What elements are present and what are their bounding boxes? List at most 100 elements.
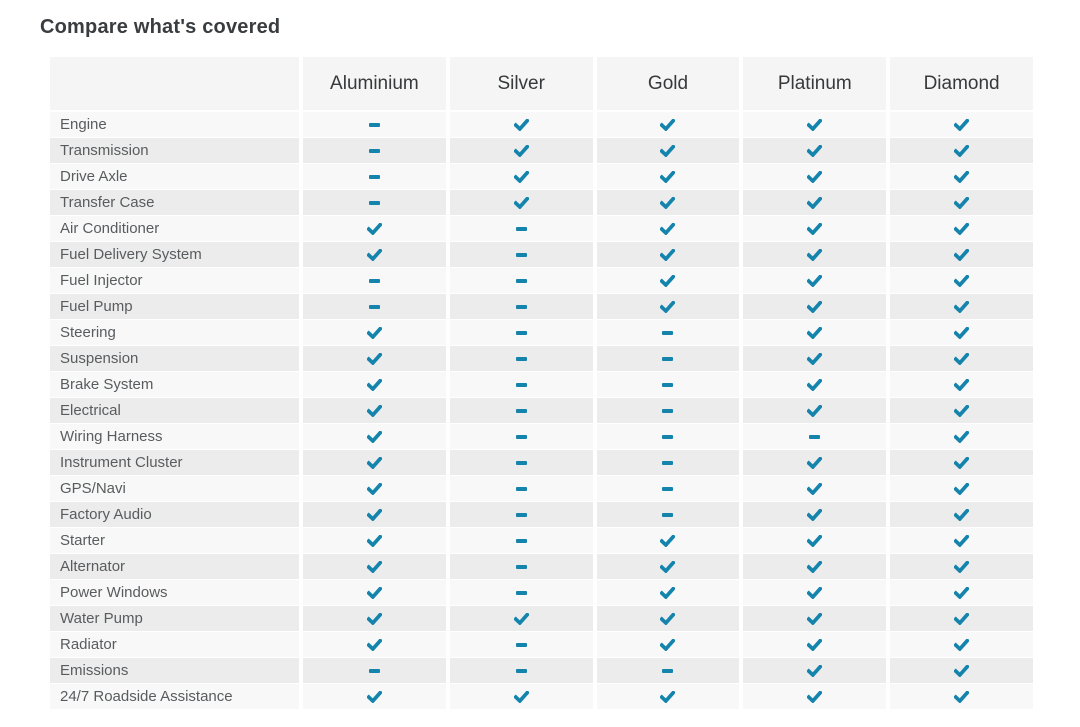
coverage-cell-aluminium <box>303 216 446 241</box>
dash-icon <box>368 200 380 205</box>
coverage-cell-diamond <box>890 476 1033 501</box>
check-icon <box>366 404 382 417</box>
coverage-cell-silver <box>449 190 593 215</box>
coverage-cell-platinum <box>743 580 887 605</box>
dash-icon <box>368 122 380 127</box>
coverage-cell-platinum <box>743 528 887 553</box>
check-icon <box>660 534 676 547</box>
feature-label: Air Conditioner <box>50 216 299 241</box>
feature-label: Alternator <box>50 554 299 579</box>
check-icon <box>660 612 676 625</box>
check-icon <box>366 638 382 651</box>
table-row: Power Windows <box>50 580 1033 605</box>
coverage-cell-silver <box>449 684 593 709</box>
coverage-cell-platinum <box>743 450 887 475</box>
coverage-cell-silver <box>449 242 593 267</box>
check-icon <box>954 404 970 417</box>
check-icon <box>807 170 823 183</box>
coverage-cell-silver <box>449 112 593 137</box>
coverage-cell-gold <box>596 216 740 241</box>
feature-label: Steering <box>50 320 299 345</box>
coverage-cell-diamond <box>890 112 1033 137</box>
check-icon <box>807 248 823 261</box>
table-row: Drive Axle <box>50 164 1033 189</box>
check-icon <box>660 222 676 235</box>
dash-icon <box>809 434 821 439</box>
plan-header-aluminium: Aluminium <box>303 57 446 110</box>
check-icon <box>513 170 529 183</box>
check-icon <box>954 456 970 469</box>
feature-label: Transmission <box>50 138 299 163</box>
check-icon <box>807 664 823 677</box>
coverage-cell-gold <box>596 190 740 215</box>
table-row: Water Pump <box>50 606 1033 631</box>
check-icon <box>954 508 970 521</box>
coverage-cell-aluminium <box>303 398 446 423</box>
dash-icon <box>368 304 380 309</box>
coverage-cell-gold <box>596 398 740 423</box>
check-icon <box>660 560 676 573</box>
coverage-cell-aluminium <box>303 606 446 631</box>
coverage-cell-aluminium <box>303 164 446 189</box>
coverage-cell-diamond <box>890 450 1033 475</box>
dash-icon <box>662 460 674 465</box>
feature-label: Radiator <box>50 632 299 657</box>
check-icon <box>807 196 823 209</box>
check-icon <box>366 222 382 235</box>
feature-label: Suspension <box>50 346 299 371</box>
check-icon <box>954 586 970 599</box>
coverage-cell-gold <box>596 684 740 709</box>
coverage-cell-gold <box>596 580 740 605</box>
coverage-cell-silver <box>449 502 593 527</box>
plan-header-silver: Silver <box>449 57 593 110</box>
coverage-cell-aluminium <box>303 528 446 553</box>
coverage-cell-aluminium <box>303 554 446 579</box>
check-icon <box>954 144 970 157</box>
check-icon <box>807 404 823 417</box>
check-icon <box>366 560 382 573</box>
check-icon <box>807 612 823 625</box>
coverage-cell-platinum <box>743 242 887 267</box>
feature-label: Starter <box>50 528 299 553</box>
feature-label: Power Windows <box>50 580 299 605</box>
coverage-cell-aluminium <box>303 268 446 293</box>
coverage-cell-gold <box>596 450 740 475</box>
dash-icon <box>515 512 527 517</box>
coverage-cell-gold <box>596 476 740 501</box>
coverage-cell-diamond <box>890 320 1033 345</box>
check-icon <box>660 274 676 287</box>
check-icon <box>660 196 676 209</box>
check-icon <box>660 586 676 599</box>
coverage-cell-diamond <box>890 242 1033 267</box>
check-icon <box>513 612 529 625</box>
coverage-cell-silver <box>449 268 593 293</box>
coverage-cell-gold <box>596 242 740 267</box>
table-row: Wiring Harness <box>50 424 1033 449</box>
check-icon <box>807 326 823 339</box>
dash-icon <box>662 382 674 387</box>
check-icon <box>366 248 382 261</box>
coverage-cell-aluminium <box>303 632 446 657</box>
check-icon <box>660 690 676 703</box>
coverage-cell-diamond <box>890 658 1033 683</box>
coverage-cell-aluminium <box>303 294 446 319</box>
table-row: Electrical <box>50 398 1033 423</box>
check-icon <box>954 118 970 131</box>
check-icon <box>660 118 676 131</box>
dash-icon <box>515 408 527 413</box>
feature-label: Electrical <box>50 398 299 423</box>
dash-icon <box>515 278 527 283</box>
coverage-cell-platinum <box>743 346 887 371</box>
coverage-cell-diamond <box>890 606 1033 631</box>
feature-label: Wiring Harness <box>50 424 299 449</box>
coverage-cell-platinum <box>743 164 887 189</box>
table-row: Starter <box>50 528 1033 553</box>
feature-label: Fuel Injector <box>50 268 299 293</box>
check-icon <box>366 612 382 625</box>
dash-icon <box>515 434 527 439</box>
coverage-cell-platinum <box>743 502 887 527</box>
coverage-cell-aluminium <box>303 424 446 449</box>
dash-icon <box>515 538 527 543</box>
coverage-cell-platinum <box>743 632 887 657</box>
coverage-cell-aluminium <box>303 242 446 267</box>
